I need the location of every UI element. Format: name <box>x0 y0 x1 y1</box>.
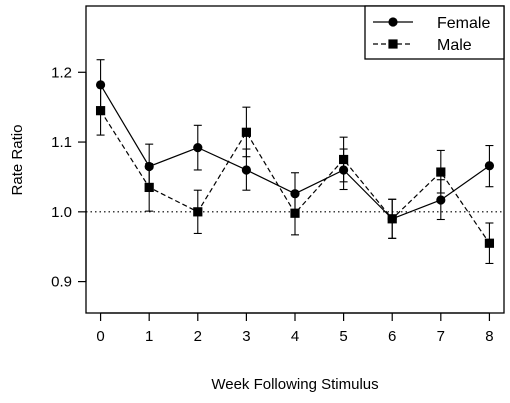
data-point-female <box>193 143 203 153</box>
x-tick-label: 4 <box>291 328 299 345</box>
x-tick-label: 0 <box>96 328 104 345</box>
y-axis-title: Rate Ratio <box>9 125 26 196</box>
y-axis: 0.9 1.0 1.1 1.2 <box>51 64 87 291</box>
legend-box <box>364 5 505 60</box>
data-point-male <box>95 106 106 116</box>
legend: Female Male <box>364 5 505 60</box>
legend-marker-female <box>388 17 398 27</box>
data-point-male <box>436 167 446 177</box>
y-tick-label: 1.2 <box>51 64 72 81</box>
x-axis-title: Week Following Stimulus <box>211 376 378 393</box>
y-tick-label: 0.9 <box>51 274 72 291</box>
data-point-male <box>387 214 397 224</box>
data-point-male <box>241 127 251 137</box>
x-tick-label: 8 <box>485 328 493 345</box>
data-point-female <box>484 161 495 171</box>
data-point-female <box>241 165 251 175</box>
data-point-female <box>95 80 106 90</box>
data-point-male <box>193 207 203 217</box>
data-point-male <box>290 208 300 218</box>
x-tick-label: 5 <box>339 328 347 345</box>
x-tick-label: 3 <box>242 328 250 345</box>
series-layer <box>95 59 495 265</box>
data-point-male <box>484 238 495 248</box>
x-tick-label: 1 <box>145 328 153 345</box>
x-tick-label: 7 <box>437 328 445 345</box>
x-tick-label: 2 <box>194 328 202 345</box>
data-point-male <box>339 154 349 165</box>
y-tick-label: 1.1 <box>51 134 72 151</box>
y-tick-label: 1.0 <box>51 204 72 221</box>
legend-marker-male <box>388 39 398 49</box>
data-point-male <box>144 182 154 193</box>
x-axis: 0 1 2 3 4 5 6 7 8 <box>96 312 494 345</box>
x-tick-label: 6 <box>388 328 396 345</box>
data-point-female <box>436 195 446 205</box>
legend-label-male: Male <box>437 37 472 54</box>
legend-label-female: Female <box>437 15 490 32</box>
